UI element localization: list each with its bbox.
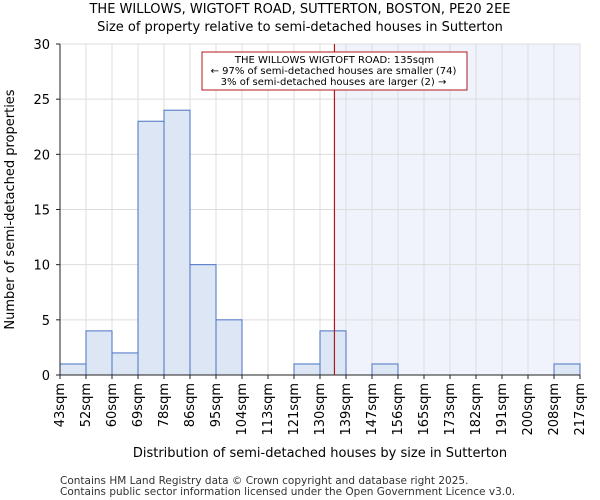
x-tick-label: 95sqm — [209, 383, 224, 427]
y-tick-label: 0 — [42, 369, 50, 384]
x-tick-label: 191sqm — [495, 383, 510, 436]
x-tick-label: 121sqm — [287, 383, 302, 436]
y-tick-label: 15 — [33, 204, 50, 219]
x-tick-label: 217sqm — [573, 383, 588, 436]
histogram-bar — [85, 330, 113, 376]
x-tick-label: 60sqm — [105, 383, 120, 427]
x-tick-label: 86sqm — [183, 383, 198, 427]
histogram-bar — [163, 109, 191, 376]
y-tick-label: 25 — [33, 93, 50, 108]
x-tick-label: 147sqm — [365, 383, 380, 436]
footer-licence: Contains public sector information licen… — [60, 486, 516, 498]
x-tick-label: 52sqm — [79, 383, 94, 427]
x-tick-label: 104sqm — [235, 383, 250, 436]
x-tick-label: 200sqm — [521, 383, 536, 436]
chart-title: THE WILLOWS, WIGTOFT ROAD, SUTTERTON, BO… — [89, 2, 511, 17]
histogram-bar — [111, 352, 139, 376]
x-tick-label: 78sqm — [157, 383, 172, 427]
x-tick-label: 113sqm — [261, 383, 276, 436]
x-tick-label: 130sqm — [313, 383, 328, 436]
x-tick-label: 139sqm — [339, 383, 354, 436]
annotation-line: THE WILLOWS WIGTOFT ROAD: 135sqm — [234, 55, 434, 66]
x-axis-title: Distribution of semi-detached houses by … — [133, 446, 507, 461]
histogram-bar — [293, 363, 321, 376]
chart-subtitle: Size of property relative to semi-detach… — [97, 20, 503, 35]
x-tick-label: 156sqm — [391, 383, 406, 436]
x-tick-label: 208sqm — [547, 383, 562, 436]
y-axis-title: Number of semi-detached properties — [3, 89, 18, 329]
footer-copyright: Contains HM Land Registry data © Crown c… — [60, 475, 469, 487]
x-tick-label: 69sqm — [131, 383, 146, 427]
histogram-bar — [189, 264, 217, 376]
annotation-box — [201, 51, 468, 91]
y-tick-label: 20 — [33, 148, 50, 163]
annotation-line: 3% of semi-detached houses are larger (2… — [221, 77, 447, 88]
histogram-bar — [553, 363, 581, 376]
x-tick-label: 165sqm — [417, 383, 432, 436]
x-tick-label: 182sqm — [469, 383, 484, 436]
histogram-bar — [371, 363, 399, 376]
histogram-bar — [319, 330, 347, 376]
x-tick-label: 43sqm — [53, 383, 68, 427]
y-tick-label: 30 — [33, 38, 50, 53]
histogram-bar — [215, 319, 243, 376]
histogram-bar — [59, 363, 87, 376]
annotation-line: ← 97% of semi-detached houses are smalle… — [211, 66, 457, 77]
y-tick-label: 10 — [33, 259, 50, 274]
histogram-bar — [137, 120, 165, 376]
x-tick-label: 173sqm — [443, 383, 458, 436]
y-tick-label: 5 — [42, 314, 50, 329]
